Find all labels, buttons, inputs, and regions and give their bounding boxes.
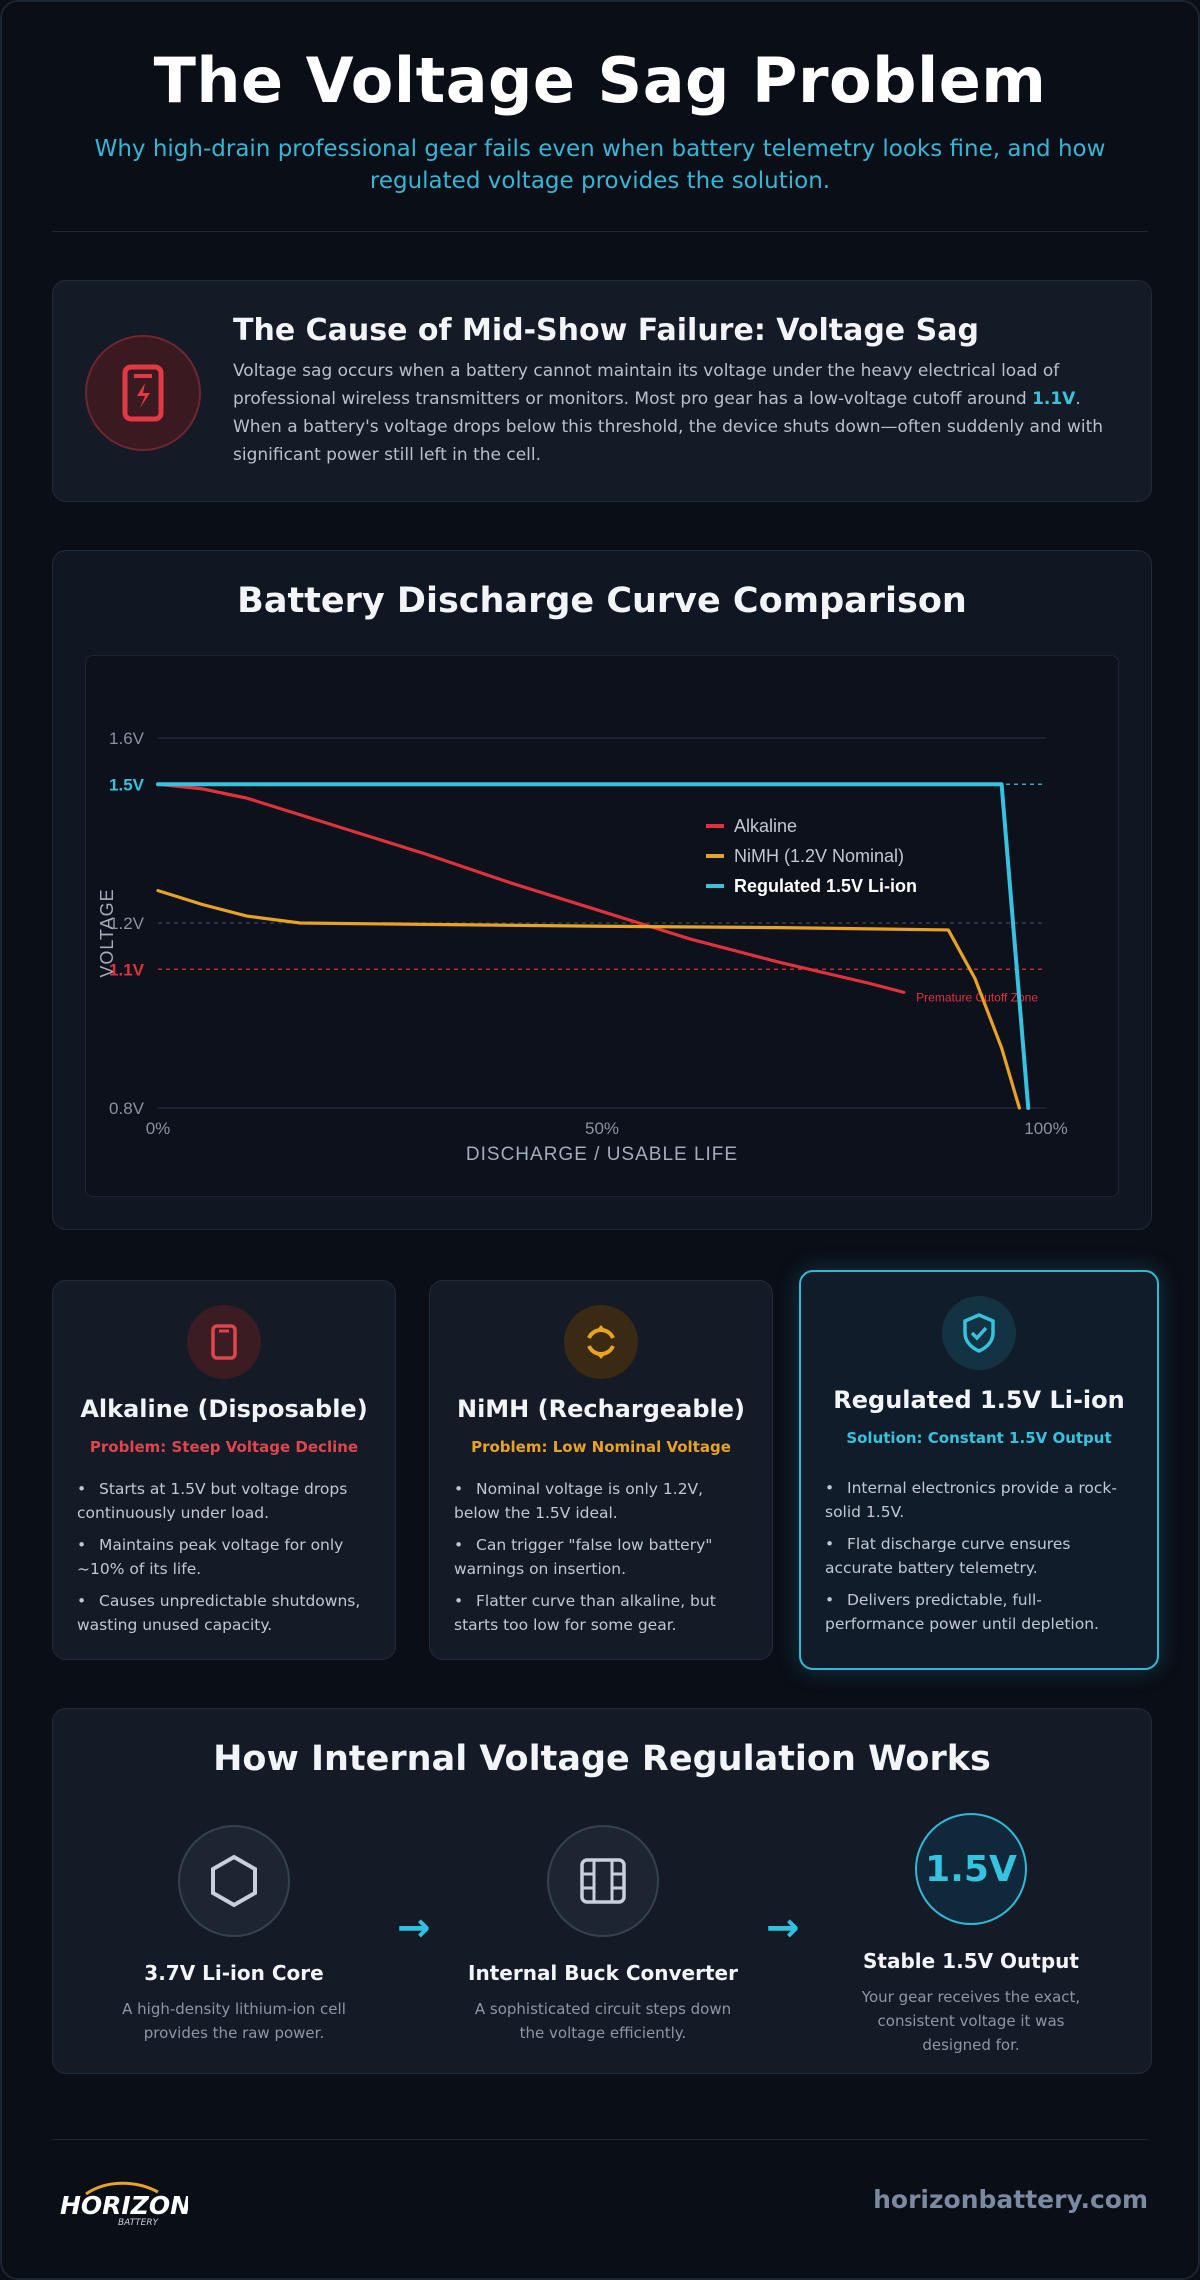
bullet-text: Starts at 1.5V but voltage drops continu… [77, 1480, 348, 1522]
y-tick-label: 1.6V [109, 729, 145, 748]
bullet-text: Maintains peak voltage for only ~10% of … [77, 1536, 344, 1578]
step-output: 1.5V Stable 1.5V Output Your gear receiv… [826, 1813, 1116, 2057]
bullet-text: Internal electronics provide a rock-soli… [825, 1479, 1117, 1521]
series-line-alkaline [156, 782, 906, 994]
list-item: • Flatter curve than alkaline, but starts… [454, 1592, 716, 1634]
recharge-icon [564, 1305, 638, 1379]
cutoff-voltage-highlight: 1.1V [1032, 389, 1076, 409]
y-axis-label: VOLTAGE [97, 888, 117, 977]
y-tick-label: 1.5V [109, 775, 145, 794]
reference-line-label: Premature Cutoff Zone [916, 990, 1038, 1004]
x-axis-label: DISCHARGE / USABLE LIFE [466, 1144, 738, 1165]
bullet-text: Can trigger "false low battery" warnings… [454, 1536, 713, 1578]
circuit-chip-icon [547, 1825, 659, 1937]
list-item: • Maintains peak voltage for only ~10% of… [77, 1536, 344, 1578]
card-problem: Problem: Low Nominal Voltage [471, 1438, 731, 1456]
list-item: • Starts at 1.5V but voltage drops contin… [77, 1480, 348, 1522]
legend-item: Alkaline [734, 816, 797, 836]
bullet-list: • Starts at 1.5V but voltage drops contin… [77, 1477, 371, 1645]
legend-item: Regulated 1.5V Li-ion [734, 876, 917, 896]
cause-text-part: . When a battery's voltage drops below t… [233, 389, 1104, 465]
logo-subtext: BATTERY [118, 2218, 160, 2228]
hexagon-icon [178, 1825, 290, 1937]
step-text: A sophisticated circuit steps down the v… [474, 2000, 732, 2042]
card-solution: Solution: Constant 1.5V Output [846, 1429, 1112, 1447]
divider [52, 2139, 1148, 2140]
chart-panel: Premature Cutoff Zone 0.8V 1.1V 1.2V 1.5V 1.6… [85, 655, 1119, 1197]
liion-card: Regulated 1.5V Li-ion Solution: Constant… [799, 1270, 1159, 1670]
list-item: • Internal electronics provide a rock-sol… [825, 1479, 1117, 1521]
series-line-nimh-1-2v-nominal- [156, 889, 1021, 1110]
bullet-text: Delivers predictable, full-performance p… [825, 1591, 1099, 1633]
website-link[interactable]: horizonbattery.com [873, 2185, 1148, 2214]
output-voltage-text: 1.5V [925, 1848, 1017, 1890]
logo-text: HORIZON [60, 2191, 188, 2220]
regulation-title: How Internal Voltage Regulation Works [213, 1739, 991, 1779]
step-converter: Internal Buck Converter A sophisticated … [458, 1825, 748, 2045]
card-title: Alkaline (Disposable) [80, 1395, 368, 1423]
cause-title: The Cause of Mid-Show Failure: Voltage S… [233, 313, 979, 348]
step-title: 3.7V Li-ion Core [144, 1961, 324, 1985]
bullet-text: Flat discharge curve ensures accurate ba… [825, 1535, 1071, 1577]
step-text: A high-density lithium-ion cell provides… [122, 2000, 346, 2042]
regulation-card: How Internal Voltage Regulation Works 3.… [52, 1708, 1152, 2074]
card-title: NiMH (Rechargeable) [456, 1395, 745, 1423]
step-title: Stable 1.5V Output [863, 1949, 1079, 1973]
chart-card: Battery Discharge Curve Comparison Prema… [52, 550, 1152, 1230]
list-item: • Delivers predictable, full-performance … [825, 1591, 1099, 1633]
battery-bolt-icon [85, 335, 201, 451]
divider [52, 231, 1148, 232]
list-item: • Nominal voltage is only 1.2V, below the… [454, 1480, 704, 1522]
step-text: Your gear receives the exact, consistent… [861, 1988, 1081, 2054]
list-item: • Flat discharge curve ensures accurate b… [825, 1535, 1071, 1577]
cause-text-part: Voltage sag occurs when a battery cannot… [233, 361, 1060, 409]
nimh-card: NiMH (Rechargeable) Problem: Low Nominal… [429, 1280, 773, 1660]
step-title: Internal Buck Converter [468, 1961, 738, 1985]
chart-title: Battery Discharge Curve Comparison [237, 581, 967, 621]
arrow-icon: → [397, 1905, 431, 1951]
y-tick-label: 1.1V [109, 960, 145, 979]
alkaline-card: Alkaline (Disposable) Problem: Steep Vol… [52, 1280, 396, 1660]
card-problem: Problem: Steep Voltage Decline [89, 1438, 359, 1456]
bullet-text: Nominal voltage is only 1.2V, below the … [454, 1480, 704, 1522]
y-tick-label: 1.2V [109, 914, 145, 933]
bullet-list: • Internal electronics provide a rock-sol… [825, 1476, 1133, 1644]
bullet-list: • Nominal voltage is only 1.2V, below the… [454, 1477, 748, 1645]
x-tick-label: 0% [146, 1119, 171, 1138]
header: The Voltage Sag Problem Why high-drain p… [2, 2, 1198, 197]
page-title: The Voltage Sag Problem [153, 44, 1047, 117]
series-line-regulated-1-5v-li-ion [156, 782, 1031, 1110]
page-subtitle: Why high-drain professional gear fails e… [94, 136, 1106, 194]
arrow-icon: → [766, 1905, 800, 1951]
shield-check-icon [942, 1296, 1016, 1370]
cause-text: Voltage sag occurs when a battery cannot… [233, 357, 1113, 469]
step-core: 3.7V Li-ion Core A high-density lithium-… [89, 1825, 379, 2045]
bullet-text: Causes unpredictable shutdowns, wasting … [77, 1592, 361, 1634]
discharge-chart: Premature Cutoff Zone 0.8V 1.1V 1.2V 1.5V 1.6… [97, 729, 1068, 1165]
legend-item: NiMH (1.2V Nominal) [734, 846, 904, 866]
x-tick-label: 100% [1024, 1119, 1067, 1138]
x-tick-label: 50% [585, 1119, 619, 1138]
card-title: Regulated 1.5V Li-ion [833, 1386, 1125, 1414]
bullet-text: Flatter curve than alkaline, but starts … [454, 1592, 716, 1634]
y-tick-label: 0.8V [109, 1099, 145, 1118]
cause-card: The Cause of Mid-Show Failure: Voltage S… [52, 280, 1152, 502]
brand-logo: HORIZON BATTERY [58, 2178, 191, 2228]
list-item: • Can trigger "false low battery" warning… [454, 1536, 713, 1578]
output-voltage-badge: 1.5V [915, 1813, 1027, 1925]
battery-icon [187, 1305, 261, 1379]
list-item: • Causes unpredictable shutdowns, wasting… [77, 1592, 361, 1634]
